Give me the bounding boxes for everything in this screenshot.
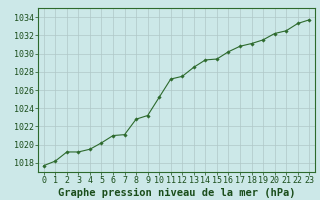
X-axis label: Graphe pression niveau de la mer (hPa): Graphe pression niveau de la mer (hPa) — [58, 188, 295, 198]
